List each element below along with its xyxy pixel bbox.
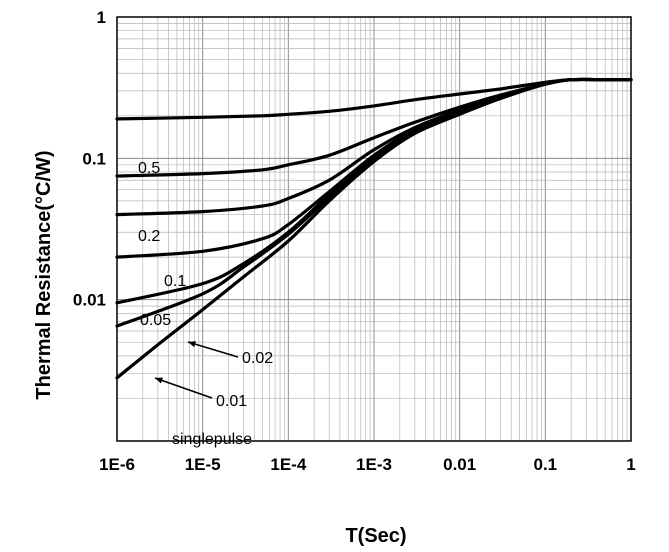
arrow-head: [155, 377, 163, 384]
grid: [116, 17, 631, 442]
x-tick-label: 1E-3: [356, 455, 392, 474]
curve-label: 0.2: [138, 228, 160, 245]
series-line-6: [115, 77, 633, 380]
curve-label: 0.1: [164, 273, 186, 290]
y-axis-label: Thermal Resistance(°C/W): [33, 150, 55, 399]
curve-label: 0.5: [138, 160, 160, 177]
x-tick-label: 1E-6: [99, 455, 135, 474]
plot-frame: [116, 16, 632, 442]
curve-label: 0.05: [140, 312, 171, 329]
curve-labels: 0.5 0.2 0.1 0.05 0.02 0.01 singlepulse: [138, 160, 273, 448]
x-tick-label: 0.1: [534, 455, 558, 474]
curve-label: 0.02: [242, 350, 273, 367]
x-tick-label: 1: [626, 455, 635, 474]
x-axis-ticks: 1E-6 1E-5 1E-4 1E-3 0.01 0.1 1: [99, 455, 636, 474]
x-tick-label: 1E-4: [270, 455, 306, 474]
y-tick-label: 0.1: [82, 149, 106, 168]
arrow-pointer: [187, 341, 239, 358]
y-axis-ticks: 1 0.1 0.01: [73, 8, 106, 310]
x-tick-label: 1E-5: [185, 455, 221, 474]
arrow-pointer: [154, 377, 213, 399]
y-tick-label: 1: [97, 8, 106, 27]
curve-label: 0.01: [216, 393, 247, 410]
curves: [115, 77, 633, 380]
y-tick-label: 0.01: [73, 291, 106, 310]
arrow-head: [188, 341, 196, 348]
x-axis-label: T(Sec): [345, 525, 406, 547]
curve-label: singlepulse: [172, 431, 252, 448]
x-tick-label: 0.01: [443, 455, 476, 474]
